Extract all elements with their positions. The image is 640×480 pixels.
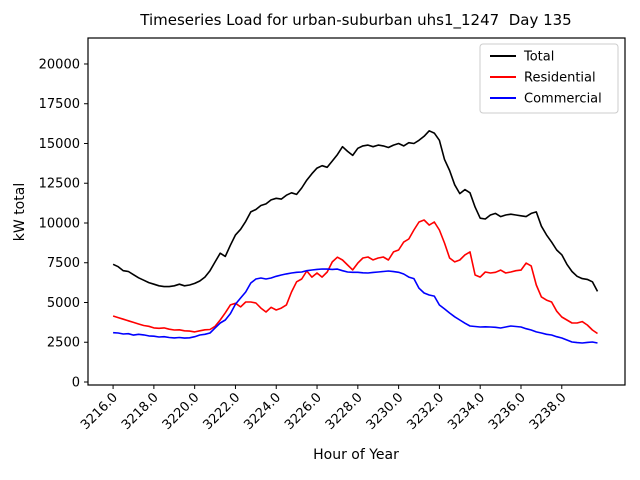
x-tick-label: 3228.0 [323, 390, 366, 433]
legend: Total Residential Commercial [479, 43, 619, 114]
y-tick-label: 15000 [39, 137, 80, 152]
chart-title: Timeseries Load for urban-suburban uhs1_… [139, 11, 571, 30]
y-axis-label: kW total [12, 183, 28, 241]
plot-border [87, 37, 626, 386]
x-tick-label: 3236.0 [486, 390, 529, 433]
y-tick-label: 2500 [47, 336, 80, 351]
x-tick-label: 3226.0 [282, 390, 325, 433]
plot-series [112, 130, 599, 344]
x-tick-label: 3216.0 [78, 390, 121, 433]
series-line-total [112, 130, 599, 292]
series-line-commercial [113, 268, 598, 344]
x-tick-label: 3222.0 [201, 390, 244, 433]
y-tick-label: 7500 [47, 256, 80, 271]
y-tick-label: 20000 [39, 57, 80, 72]
y-tick-label: 5000 [47, 296, 80, 311]
y-tick-label: 12500 [39, 177, 80, 192]
x-tick-label: 3232.0 [404, 390, 447, 433]
x-tick-label: 3234.0 [445, 390, 488, 433]
y-tick-label: 0 [72, 375, 80, 390]
legend-label-total: Total [523, 50, 554, 65]
legend-label-commercial: Commercial [524, 92, 602, 107]
x-tick-label: 3230.0 [364, 390, 407, 433]
x-axis-label: Hour of Year [313, 447, 399, 463]
legend-label-residential: Residential [524, 71, 596, 86]
y-tick-label: 10000 [39, 216, 80, 231]
series-line-residential [112, 219, 598, 335]
axis-ticks: 3216.03218.03220.03222.03224.03226.03228… [39, 57, 570, 433]
x-tick-label: 3224.0 [241, 390, 284, 433]
x-tick-label: 3238.0 [527, 390, 570, 433]
x-tick-label: 3218.0 [119, 390, 162, 433]
x-tick-label: 3220.0 [160, 390, 203, 433]
y-tick-label: 17500 [39, 97, 80, 112]
legend-box [479, 43, 619, 114]
